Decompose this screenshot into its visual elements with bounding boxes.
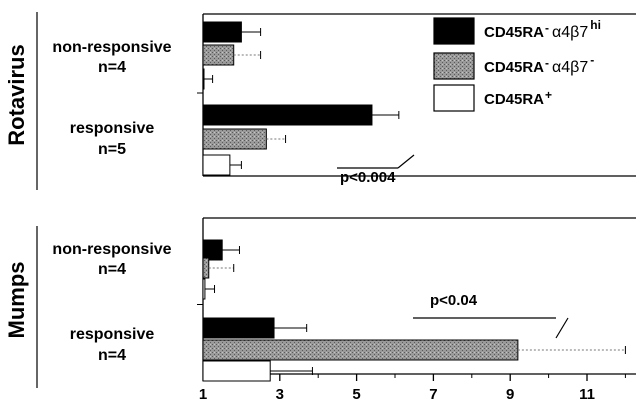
group-n-label: n=5: [98, 141, 126, 158]
x-tick-label: 11: [579, 386, 595, 403]
significance-bracket: [397, 154, 415, 169]
x-tick-label: 7: [429, 386, 437, 403]
bar-hi: [202, 317, 275, 339]
group-n-label: n=4: [98, 261, 126, 278]
group-n-label: n=4: [98, 347, 126, 364]
legend-swatch-neg: [433, 52, 475, 80]
bar-neg: [202, 339, 519, 361]
bar-pos: [202, 154, 231, 176]
bar-hi: [202, 21, 242, 43]
significance-bracket: [555, 317, 569, 339]
x-tick-label: 9: [506, 386, 514, 403]
legend-label: CD45RA+: [484, 88, 552, 108]
group-label: responsive: [70, 120, 155, 137]
x-tick-label: 5: [352, 386, 360, 403]
group-n-label: n=4: [98, 59, 126, 76]
legend-label: CD45RA-α4β7-: [484, 53, 594, 76]
bar-pos: [202, 278, 206, 300]
legend-swatch-pos: [433, 84, 475, 112]
legend-swatch-hi: [433, 17, 475, 45]
legend-label: CD45RA-α4β7 hi: [484, 18, 601, 41]
bar-hi: [202, 104, 373, 126]
x-tick-label: 3: [276, 386, 284, 403]
panel-title: Rotavirus: [4, 44, 29, 145]
bar-neg: [202, 257, 210, 279]
bar-pos: [202, 360, 271, 382]
panel-title: Mumps: [4, 262, 29, 339]
x-tick-label: 1: [199, 386, 207, 403]
group-label: non-responsive: [52, 39, 171, 56]
p-value-annotation: p<0.04: [430, 292, 478, 309]
bar-neg: [202, 128, 267, 150]
group-label: non-responsive: [52, 241, 171, 258]
p-value-annotation: p<0.004: [340, 169, 396, 186]
group-label: responsive: [70, 326, 155, 343]
bar-neg: [202, 44, 235, 66]
bar-hi: [202, 239, 223, 261]
